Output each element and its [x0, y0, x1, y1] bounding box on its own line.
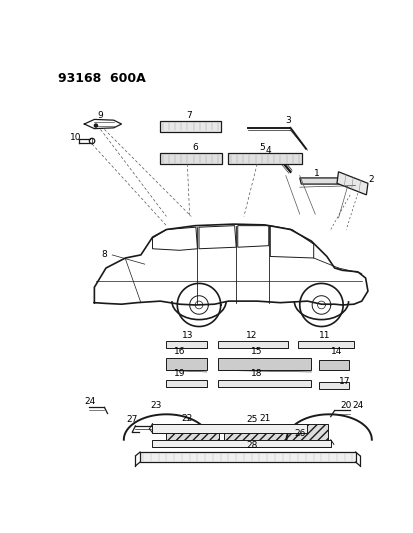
Text: 8: 8	[102, 251, 107, 260]
Text: 25: 25	[245, 415, 257, 424]
Bar	[152, 440, 330, 447]
Text: 16: 16	[173, 348, 185, 357]
Text: 10: 10	[70, 133, 82, 142]
Bar	[318, 360, 348, 370]
Bar	[218, 379, 311, 386]
Bar	[152, 424, 307, 433]
Circle shape	[94, 124, 97, 127]
Text: 1: 1	[313, 169, 319, 178]
Bar	[160, 121, 220, 132]
Bar	[166, 379, 206, 386]
Bar	[166, 341, 206, 348]
Bar	[160, 154, 222, 164]
Bar	[166, 424, 218, 441]
Bar	[218, 358, 311, 370]
Text: 27: 27	[126, 415, 138, 424]
Bar	[140, 452, 355, 462]
Text: 23: 23	[150, 401, 161, 409]
Text: 11: 11	[318, 330, 330, 340]
Text: 12: 12	[245, 330, 257, 340]
Text: 19: 19	[173, 369, 185, 378]
Text: 21: 21	[259, 414, 270, 423]
Text: 5: 5	[259, 143, 265, 152]
Text: 18: 18	[251, 369, 262, 378]
Text: 14: 14	[330, 348, 341, 357]
Text: 4: 4	[265, 147, 271, 156]
Text: 6: 6	[192, 143, 197, 152]
Text: 26: 26	[293, 429, 305, 438]
Bar	[228, 154, 301, 164]
Text: 24: 24	[351, 401, 363, 409]
Text: 22: 22	[181, 414, 192, 423]
Text: 93168  600A: 93168 600A	[58, 71, 145, 85]
Text: 9: 9	[97, 111, 102, 120]
Bar	[166, 358, 206, 370]
Text: 15: 15	[251, 348, 262, 357]
Text: 3: 3	[285, 116, 290, 125]
Bar	[223, 424, 328, 441]
Text: 24: 24	[84, 397, 95, 406]
Bar	[318, 382, 348, 389]
Bar	[218, 341, 287, 348]
Text: 20: 20	[340, 401, 351, 409]
Text: 13: 13	[181, 330, 192, 340]
Polygon shape	[336, 172, 367, 195]
Polygon shape	[299, 178, 355, 184]
Text: 7: 7	[185, 111, 191, 120]
Text: 17: 17	[338, 377, 349, 386]
Text: 28: 28	[245, 441, 257, 450]
Text: 2: 2	[368, 175, 373, 184]
Bar	[297, 341, 353, 348]
